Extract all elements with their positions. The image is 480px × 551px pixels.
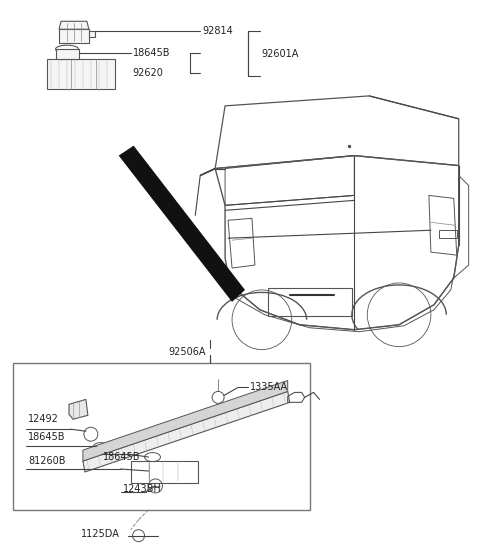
- Bar: [131, 461, 198, 483]
- Polygon shape: [47, 59, 115, 89]
- Text: 92814: 92814: [202, 26, 233, 36]
- Polygon shape: [59, 29, 89, 43]
- Polygon shape: [83, 381, 288, 461]
- Polygon shape: [59, 21, 89, 29]
- Polygon shape: [89, 31, 95, 37]
- Bar: [13, 363, 310, 510]
- Text: 92506A: 92506A: [168, 347, 206, 356]
- Text: 1243BH: 1243BH: [123, 484, 161, 494]
- Text: 92601A: 92601A: [262, 49, 299, 59]
- Text: 18645B: 18645B: [103, 452, 140, 462]
- Polygon shape: [119, 145, 245, 302]
- Bar: [439, 230, 457, 238]
- Text: 92620: 92620: [132, 68, 164, 78]
- Text: 18645B: 18645B: [28, 432, 66, 442]
- Polygon shape: [83, 391, 290, 472]
- Text: 1335AA: 1335AA: [250, 382, 288, 392]
- Text: 12492: 12492: [28, 414, 59, 424]
- Text: 18645B: 18645B: [132, 48, 170, 58]
- Text: 81260B: 81260B: [28, 456, 66, 466]
- Text: 1125DA: 1125DA: [81, 529, 120, 539]
- Polygon shape: [56, 49, 79, 59]
- Polygon shape: [69, 399, 88, 419]
- Bar: [268, 288, 352, 316]
